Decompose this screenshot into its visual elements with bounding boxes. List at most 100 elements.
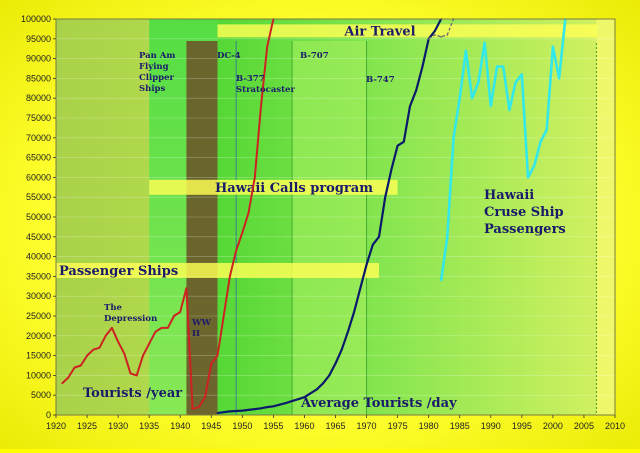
y-tick-label: 95000: [26, 34, 51, 44]
series-point: [446, 235, 449, 238]
band-label-2: Passenger Ships: [59, 264, 178, 279]
y-tick-label: 90000: [26, 54, 51, 64]
series-point: [173, 315, 175, 317]
series-point: [545, 128, 548, 131]
label-ww2-line-0: WW: [191, 318, 212, 328]
y-tick-label: 35000: [26, 271, 51, 281]
series-point: [508, 109, 511, 111]
series-point: [365, 263, 368, 266]
series-point: [73, 366, 76, 369]
band-hawaii-calls-program: [149, 179, 398, 195]
y-tick-label: 50000: [26, 212, 51, 222]
y-tick-label: 0: [46, 410, 51, 420]
series-point: [483, 41, 486, 44]
x-tick-label: 1965: [325, 421, 345, 431]
x-tick-label: 1935: [139, 421, 159, 431]
series-point: [514, 81, 517, 84]
x-tick-label: 1980: [419, 421, 439, 431]
x-tick-label: 2005: [574, 421, 594, 431]
label-pan-am-line-3: Ships: [139, 84, 165, 94]
series-point: [185, 287, 188, 290]
series-point: [166, 326, 169, 329]
band-label-1: Hawaii Calls program: [215, 181, 373, 196]
series-point: [396, 144, 399, 147]
series-point: [402, 140, 405, 143]
x-tick-label: 1940: [170, 421, 190, 431]
series-point: [322, 382, 324, 385]
series-point: [359, 287, 362, 290]
series-point: [539, 140, 542, 143]
series-point: [216, 412, 219, 414]
series-point: [229, 410, 231, 413]
series-point: [340, 348, 343, 351]
band-air-travel: [217, 24, 597, 38]
y-tick-label: 30000: [26, 291, 51, 301]
y-tick-label: 45000: [26, 232, 51, 242]
label-dc4: DC-4: [217, 51, 241, 61]
series-point: [446, 33, 449, 36]
x-tick-label: 1945: [201, 421, 221, 431]
series-point: [384, 196, 387, 199]
series-point: [421, 65, 424, 68]
series-point: [334, 362, 337, 365]
air-travel-region: [217, 19, 597, 415]
label-cruise-line-0: Hawaii: [484, 188, 534, 203]
series-point: [229, 275, 231, 278]
series-point: [216, 354, 219, 357]
series-point: [477, 81, 480, 84]
x-tick-label: 2000: [543, 421, 563, 431]
label-depression-line-0: The: [104, 303, 123, 313]
y-tick-label: 5000: [31, 390, 51, 400]
series-point: [247, 212, 250, 214]
series-point: [92, 348, 95, 351]
label-tourists-year: Tourists /year: [83, 386, 182, 401]
x-tick-label: 1975: [388, 421, 408, 431]
x-tick-label: 1925: [77, 421, 97, 431]
x-tick-label: 1985: [450, 421, 470, 431]
label-pan-am-line-2: Clipper: [139, 73, 175, 83]
series-point: [315, 388, 318, 391]
series-point: [79, 364, 82, 367]
series-point: [204, 396, 206, 399]
x-tick-label: 1990: [481, 421, 501, 431]
label-pan-am-line-1: Flying: [139, 62, 169, 72]
series-point: [415, 89, 418, 92]
band-passenger-ships: [56, 262, 379, 278]
series-point: [284, 402, 287, 405]
series-point: [502, 65, 505, 68]
series-point: [371, 243, 374, 246]
label-pan-am-line-0: Pan Am: [139, 51, 175, 61]
x-tick-label: 2010: [605, 421, 625, 431]
series-point: [533, 164, 536, 167]
series-point: [247, 408, 250, 411]
post-2007-region: [596, 19, 615, 415]
series-point: [465, 49, 467, 52]
series-point: [235, 410, 238, 412]
series-point: [61, 382, 64, 385]
series-point: [111, 326, 113, 329]
series-point: [142, 354, 144, 357]
series-point: [440, 35, 442, 38]
label-tourists-day: Average Tourists /day: [300, 396, 457, 411]
series-point: [123, 352, 126, 355]
series-point: [98, 346, 101, 349]
series-point: [496, 65, 498, 68]
series-point: [210, 362, 213, 365]
series-point: [104, 334, 107, 337]
series-point: [353, 311, 356, 313]
y-tick-label: 40000: [26, 252, 51, 262]
series-point: [347, 330, 349, 333]
series-point: [197, 406, 200, 408]
y-tick-label: 85000: [26, 73, 51, 83]
series-point: [160, 326, 163, 329]
series-line-air-extension: [428, 18, 455, 40]
y-tick-label: 20000: [26, 331, 51, 341]
y-tick-label: 75000: [26, 113, 51, 123]
y-tick-label: 80000: [26, 93, 51, 103]
x-tick-label: 1955: [263, 421, 283, 431]
series-point: [129, 372, 132, 375]
label-b707: B-707: [300, 51, 329, 61]
band-label-0: Air Travel: [343, 24, 415, 39]
series-point: [222, 411, 225, 414]
